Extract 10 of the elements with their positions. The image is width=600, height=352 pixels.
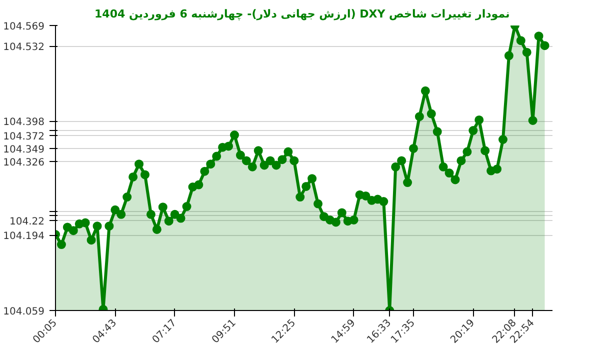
y-tick-label: 104.349	[3, 144, 45, 156]
y-tick-label: 104.398	[3, 117, 45, 128]
y-tick-label: 104.569	[3, 22, 45, 32]
chart-title: نمودار تغییرات شاخص DXY (ارزش جهانی دلار)- چهارشنبه 6 فروردین 1404	[94, 8, 510, 20]
y-tick-label: 104.22	[10, 216, 45, 228]
y-tick-label: 104.372	[3, 132, 45, 143]
y-tick-label: 104.532	[3, 42, 45, 54]
y-tick-label: 104.194	[3, 231, 45, 242]
y-tick-label: 104.326	[3, 157, 45, 168]
y-tick-label: 104.059	[3, 306, 45, 318]
